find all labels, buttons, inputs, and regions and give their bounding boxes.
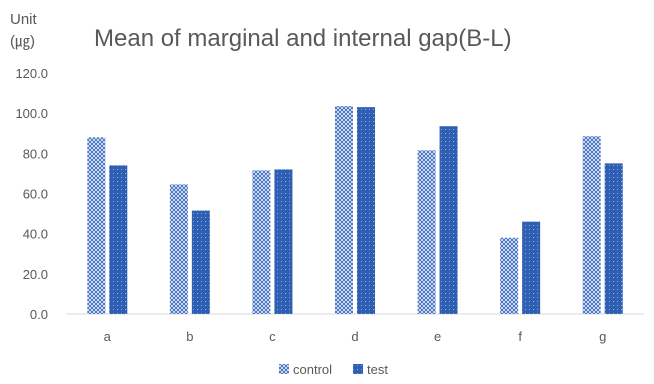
y-tick-label: 0.0 [30, 307, 48, 322]
x-tick-label: c [269, 329, 276, 344]
y-tick-label: 80.0 [23, 146, 48, 161]
y-axis-unit-label: Unit [10, 11, 38, 28]
y-tick-label: 60.0 [23, 187, 48, 202]
x-tick-label: d [351, 329, 358, 344]
x-tick-label: f [518, 329, 522, 344]
y-tick-label: 20.0 [23, 267, 48, 282]
bar-test-e [439, 126, 458, 315]
bar-control-a [87, 137, 106, 314]
bar-test-d [357, 107, 375, 315]
bar-control-g [582, 136, 601, 314]
chart-title: Mean of marginal and internal gap(B-L) [94, 25, 512, 52]
bar-test-g [604, 163, 623, 314]
x-tick-label: e [434, 329, 441, 344]
bar-control-c [252, 170, 271, 314]
legend-label-test: test [367, 362, 388, 377]
bars [87, 106, 623, 315]
bar-test-b [191, 210, 210, 314]
bar-control-f [500, 237, 519, 314]
bar-control-e [417, 150, 436, 314]
x-tick-label: b [186, 329, 193, 344]
x-axis: a b c d e f g [104, 329, 607, 344]
y-tick-label: 120.0 [15, 66, 48, 81]
legend-swatch-control [279, 364, 289, 374]
legend-swatch-test [353, 364, 363, 374]
y-axis-unit-symbol: (㎍) [10, 33, 35, 50]
y-axis: 0.0 20.0 40.0 60.0 80.0 100.0 120.0 [15, 66, 48, 322]
bar-test-f [522, 221, 541, 314]
x-tick-label: a [104, 329, 112, 344]
bar-test-c [274, 169, 293, 314]
bar-control-b [169, 184, 188, 314]
x-tick-label: g [599, 329, 606, 344]
bar-control-d [335, 106, 353, 314]
bar-test-a [109, 165, 128, 314]
legend: control test [279, 362, 388, 377]
y-tick-label: 100.0 [15, 106, 48, 121]
legend-label-control: control [293, 362, 332, 377]
y-tick-label: 40.0 [23, 227, 48, 242]
